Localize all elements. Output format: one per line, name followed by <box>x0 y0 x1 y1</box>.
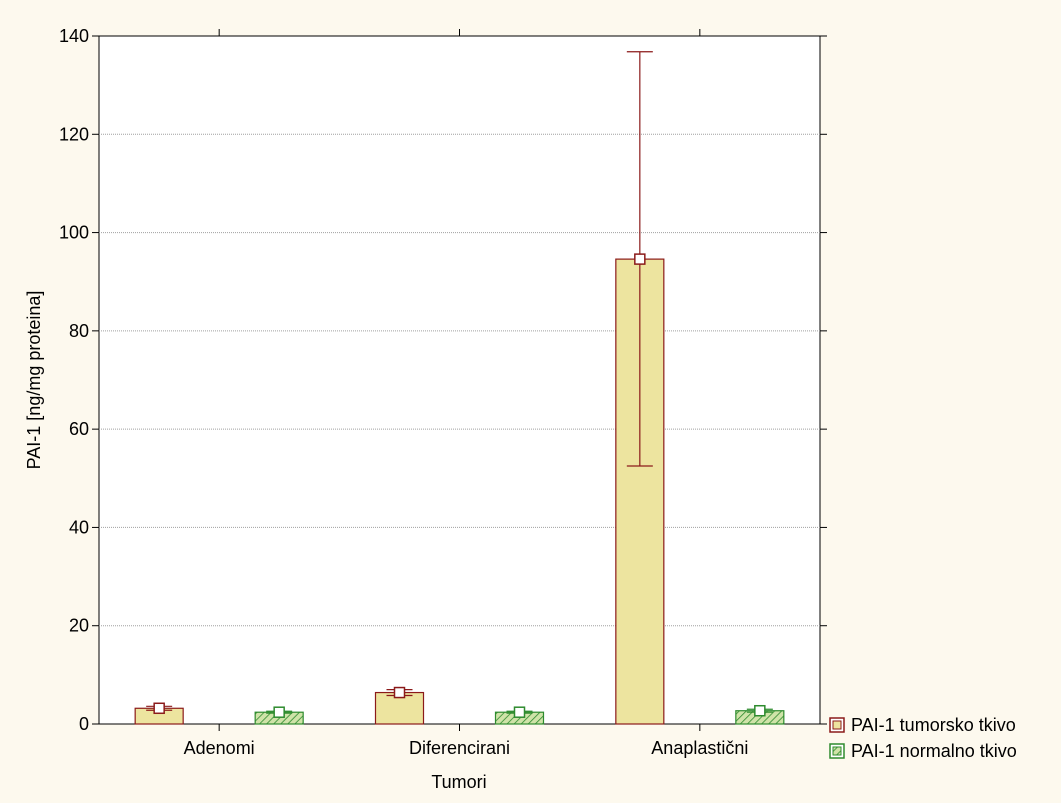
y-tick-label: 80 <box>69 321 89 341</box>
x-tick-label: Diferencirani <box>409 738 510 758</box>
x-axis-label: Tumori <box>431 772 486 792</box>
legend-swatch-inner <box>832 746 842 756</box>
y-tick-label: 120 <box>59 124 89 144</box>
y-axis-label: PAI-1 [ng/mg proteina] <box>24 291 44 470</box>
x-tick-label: Adenomi <box>184 738 255 758</box>
legend-label: PAI-1 normalno tkivo <box>851 741 1017 761</box>
y-tick-layer: 0 20 40 60 80 100 120 140 <box>59 26 827 734</box>
x-tick-label: Anaplastični <box>651 738 748 758</box>
mean-marker <box>754 704 766 717</box>
mean-marker <box>393 686 406 699</box>
x-tick-layer: Adenomi Diferencirani Anaplastični <box>184 29 748 758</box>
mean-marker <box>634 253 646 265</box>
y-tick-label: 100 <box>59 223 89 243</box>
y-tick-label: 40 <box>69 517 89 537</box>
plot-area <box>98 35 821 725</box>
y-tick-label: 60 <box>69 419 89 439</box>
mean-marker <box>513 706 526 718</box>
y-tick-label: 140 <box>59 26 89 46</box>
legend-swatch-inner <box>832 720 842 730</box>
bar-layer <box>134 51 785 725</box>
legend-label: PAI-1 tumorsko tkivo <box>851 715 1016 735</box>
y-tick-label: 20 <box>69 616 89 636</box>
legend: PAI-1 tumorsko tkivo PAI-1 normalno tkivo <box>829 715 1017 761</box>
y-tick-label: 0 <box>79 714 89 734</box>
mean-marker <box>273 706 285 718</box>
mean-marker <box>153 702 165 715</box>
grid-layer <box>99 133 820 627</box>
